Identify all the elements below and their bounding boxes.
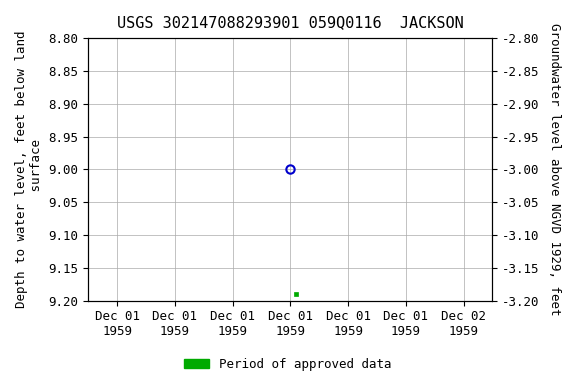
Title: USGS 302147088293901 059Q0116  JACKSON: USGS 302147088293901 059Q0116 JACKSON — [117, 15, 464, 30]
Y-axis label: Depth to water level, feet below land
 surface: Depth to water level, feet below land su… — [15, 31, 43, 308]
Y-axis label: Groundwater level above NGVD 1929, feet: Groundwater level above NGVD 1929, feet — [548, 23, 561, 316]
Legend: Period of approved data: Period of approved data — [179, 353, 397, 376]
